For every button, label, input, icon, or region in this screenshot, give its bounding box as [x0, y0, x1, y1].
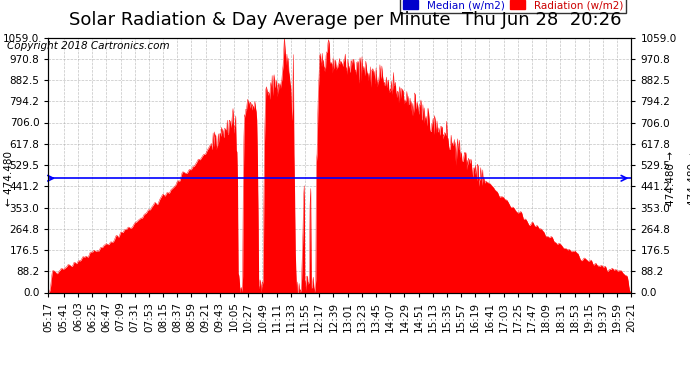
Text: 474.480 →: 474.480 → — [666, 151, 676, 206]
Legend: Median (w/m2), Radiation (w/m2): Median (w/m2), Radiation (w/m2) — [400, 0, 626, 13]
Text: 474.480 →: 474.480 → — [688, 151, 690, 206]
Text: Copyright 2018 Cartronics.com: Copyright 2018 Cartronics.com — [7, 41, 170, 51]
Text: Solar Radiation & Day Average per Minute  Thu Jun 28  20:26: Solar Radiation & Day Average per Minute… — [69, 11, 621, 29]
Text: ← 474.480: ← 474.480 — [3, 151, 14, 206]
